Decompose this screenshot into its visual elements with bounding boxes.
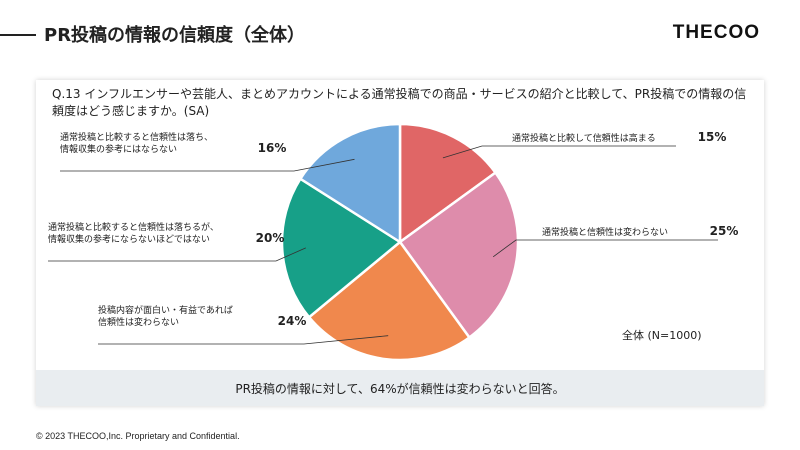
slice-value-2: 25% [710, 224, 739, 238]
pie-slice-2 [398, 170, 520, 340]
pie-slice-4 [280, 177, 403, 319]
leader-line-1 [442, 145, 676, 159]
summary-band: PR投稿の情報に対して、64%が信頼性は変わらないと回答。 [36, 370, 764, 406]
leader-line-3 [98, 335, 389, 345]
pie-slice-1 [398, 122, 498, 245]
slice-label-5-line-1: 通常投稿と比較すると信頼性は落ち、 [60, 131, 213, 143]
leader-line-2 [492, 239, 718, 258]
leader-line-4 [48, 247, 306, 262]
question-text: Q.13 インフルエンサーや芸能人、まとめアカウントによる通常投稿での商品・サー… [52, 87, 747, 118]
slice-value-1: 15% [698, 130, 727, 144]
chart-card: Q.13 インフルエンサーや芸能人、まとめアカウントによる通常投稿での商品・サー… [36, 80, 764, 406]
slice-value-5: 16% [258, 141, 287, 155]
slice-label-3-line-1: 投稿内容が面白い・有益であれば [98, 304, 233, 316]
slice-label-2: 通常投稿と信頼性は変わらない [542, 226, 668, 238]
slice-label-3-line-2: 信頼性は変わらない [98, 316, 179, 328]
pie-chart: 通常投稿と比較して信頼性は高まる 15% 通常投稿と信頼性は変わらない 25% 投稿内容… [48, 122, 739, 362]
slice-label-1: 通常投稿と比較して信頼性は高まる [512, 132, 656, 144]
slice-label-5-line-2: 情報収集の参考にはならない [60, 143, 177, 155]
title-rule [0, 34, 36, 36]
brand-logo: THECOO [672, 22, 760, 43]
summary-text: PR投稿の情報に対して、64%が信頼性は変わらないと回答。 [235, 382, 565, 396]
slice-label-4-line-1: 通常投稿と比較すると信頼性は落ちるが、 [48, 221, 219, 233]
leader-line-5 [60, 158, 355, 172]
page-title: PR投稿の情報の信頼度（全体） [44, 25, 306, 46]
slice-label-4-line-2: 情報収集の参考にならないほどではない [48, 233, 210, 245]
sample-size-note: 全体 (N=1000) [622, 329, 702, 342]
slice-value-4: 20% [256, 231, 285, 245]
copyright-footer: © 2023 THECOO,Inc. Proprietary and Confi… [36, 431, 240, 441]
slice-value-3: 24% [278, 314, 307, 328]
pie-slice-5 [298, 122, 402, 245]
pie-slice-3 [307, 240, 472, 362]
